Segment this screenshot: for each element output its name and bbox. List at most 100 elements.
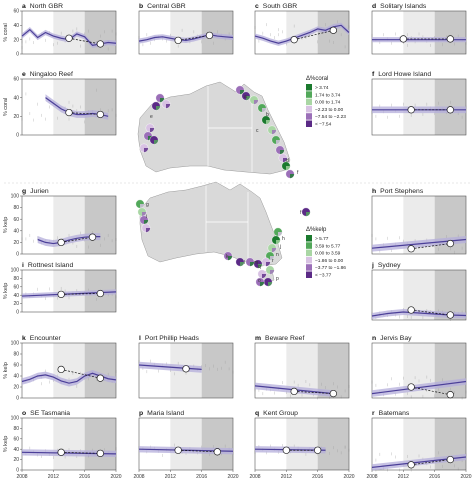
legend-kelp-swatch-1 xyxy=(306,242,312,249)
panel-f-letter: f xyxy=(372,71,375,78)
panel-a-ytick-2: 40 xyxy=(13,23,19,29)
panel-i-ytick-2: 40 xyxy=(13,293,19,299)
panel-o-period-mean-2 xyxy=(96,449,104,458)
panel-k-title: k Encounter xyxy=(22,335,62,342)
panel-c-title: c South GBR xyxy=(255,3,297,10)
panel-g-title: g Jurien xyxy=(22,188,49,195)
panel-e-period-mean-2 xyxy=(96,110,104,119)
panel-b-trend-line xyxy=(138,34,234,42)
panel-l-letter: l xyxy=(139,335,141,342)
legend-kelp-label-5: < −3.77 xyxy=(315,273,332,279)
panel-n-trend-line xyxy=(371,380,467,395)
map-label-h: h xyxy=(282,236,285,242)
panel-q-frame xyxy=(254,417,350,471)
legend-coral-label-4: −7.54 to −2.23 xyxy=(315,114,346,120)
panel-k-ytick-2: 40 xyxy=(13,374,19,380)
panel-h-name: Port Stephens xyxy=(380,188,424,195)
panel-e-title: e Ningaloo Reef xyxy=(22,71,73,78)
panel-m-frame xyxy=(254,342,350,399)
panel-k-ytick-3: 60 xyxy=(13,363,19,369)
panel-i-ytick-3: 60 xyxy=(13,284,19,290)
legend-coral-label-3: −2.23 to 0.00 xyxy=(315,107,343,113)
panel-a-period-mean-1 xyxy=(65,34,73,42)
panel-r-xtick-1: 2012 xyxy=(398,474,409,480)
panel-g-frame xyxy=(21,195,117,255)
panel-o: o SE Tasmania 0 20 40 60 80 100 % kelp 2008 2012 20… xyxy=(3,410,122,480)
panel-b-period-mean-1 xyxy=(174,36,182,45)
panel-p-xtick-2: 2016 xyxy=(196,474,207,480)
legend-coral-label-5: < −7.54 xyxy=(315,122,332,128)
panel-a-ytick-0: 0 xyxy=(16,52,19,58)
panel-n-title: n Jervis Bay xyxy=(372,335,412,342)
map-coral: a b c d e f xyxy=(137,81,299,179)
panel-n: n Jervis Bay xyxy=(371,335,467,400)
panel-b-period-1 xyxy=(170,11,202,54)
australia-land-kelp xyxy=(139,181,283,267)
panel-m-letter: m xyxy=(255,335,261,342)
panel-q-period-1 xyxy=(286,418,318,470)
panel-g-ylabel: % kelp xyxy=(3,217,9,234)
panel-r-name: Batemans xyxy=(379,410,410,417)
panel-q-period-mean-2 xyxy=(314,446,322,454)
panel-d-period-2 xyxy=(434,11,466,54)
panel-o-ytick-5: 100 xyxy=(11,416,20,422)
panel-g-ytick-0: 0 xyxy=(16,252,19,258)
panel-r-xtick-3: 2020 xyxy=(460,474,471,480)
legend-kelp-label-0: > 5.77 xyxy=(315,236,329,242)
panel-g-ytick-1: 20 xyxy=(13,240,19,246)
panel-o-period-2 xyxy=(84,418,116,470)
panel-o-xtick-3: 2020 xyxy=(110,474,121,480)
panel-p-xtick-1: 2012 xyxy=(165,474,176,480)
panel-k-period-change xyxy=(61,369,101,379)
panel-g-name: Jurien xyxy=(30,188,49,195)
panel-r: r Batemans 2008 2012 2016 2020 xyxy=(366,410,471,480)
map-label-f-kelp: f xyxy=(300,210,302,216)
panel-g-ytick-2: 40 xyxy=(13,228,19,234)
legend-kelp-swatch-2 xyxy=(306,249,312,257)
map-letter-labels-coral: a b c d e f xyxy=(150,94,299,176)
panel-n-name: Jervis Bay xyxy=(380,335,412,342)
map-label-j: j xyxy=(279,244,281,250)
panel-b-letter: b xyxy=(139,3,143,10)
panel-e-name: Ningaloo Reef xyxy=(30,71,73,78)
panel-g-period-mean-1 xyxy=(57,238,65,247)
panel-m-title: m Beware Reef xyxy=(255,335,304,342)
panel-g-letter: g xyxy=(22,188,26,195)
panel-e: e Ningaloo Reef 0 20 40 60 % coral xyxy=(3,71,117,139)
panel-m-period-mean-2 xyxy=(329,389,337,398)
panel-q: q Kent Group 2008 2012 2016 2020 xyxy=(249,410,354,480)
panel-c-trend-band xyxy=(255,22,349,46)
panel-m-name: Beware Reef xyxy=(265,335,304,342)
panel-d-letter: d xyxy=(372,3,376,10)
legend-kelp-label-1: 3.59 to 5.77 xyxy=(315,243,341,249)
panel-k-period-mean-1 xyxy=(57,365,65,374)
panel-i-ytick-4: 80 xyxy=(13,276,19,282)
panel-k-letter: k xyxy=(22,335,26,342)
panel-q-name: Kent Group xyxy=(263,410,298,417)
panel-j-period-change xyxy=(411,309,451,316)
panel-a-name: North GBR xyxy=(30,3,63,10)
panel-d-frame xyxy=(371,10,467,55)
panel-a-letter: a xyxy=(22,3,26,10)
panel-c-letter: c xyxy=(255,3,259,10)
legend-kelp-swatch-0 xyxy=(306,235,312,242)
panel-k-ytick-5: 100 xyxy=(11,341,20,347)
map-label-r: r xyxy=(272,258,274,264)
panel-b-period-mean-2 xyxy=(205,31,214,40)
panel-d-period-mean-1 xyxy=(399,35,407,43)
panel-i-ylabel: % kelp xyxy=(3,283,9,300)
panel-p: p Maria Island 2008 2012 2016 2020 xyxy=(133,410,238,480)
panel-k-name: Encounter xyxy=(30,335,62,342)
panel-o-ytick-1: 20 xyxy=(13,457,19,463)
panel-h-letter: h xyxy=(372,188,376,195)
panel-l-period-mean-1 xyxy=(182,365,190,373)
panel-m-period-2 xyxy=(317,343,349,398)
panel-q-xtick-2: 2016 xyxy=(312,474,323,480)
panel-e-ytick-3: 60 xyxy=(13,77,19,83)
coral-site-dots xyxy=(139,85,295,179)
legend-coral-label-1: 1.74 to 3.74 xyxy=(315,92,341,98)
panel-p-period-2 xyxy=(201,418,233,470)
panel-a-period-mean-2 xyxy=(96,40,104,48)
panel-d-period-mean-2 xyxy=(446,35,454,43)
panel-e-period-2 xyxy=(84,79,116,135)
